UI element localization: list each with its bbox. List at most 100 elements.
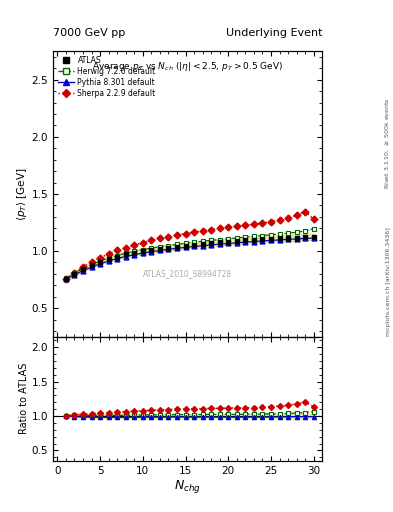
Herwig 7.2.0 default — [209, 237, 213, 243]
Sherpa 2.2.9 default — [235, 223, 239, 229]
ATLAS — [209, 240, 213, 246]
Line: Herwig 7.2.0 default: Herwig 7.2.0 default — [63, 226, 316, 281]
Pythia 8.301 default — [209, 242, 213, 248]
Legend: ATLAS, Herwig 7.2.0 default, Pythia 8.301 default, Sherpa 2.2.9 default: ATLAS, Herwig 7.2.0 default, Pythia 8.30… — [56, 54, 157, 99]
Pythia 8.301 default — [64, 276, 68, 282]
Pythia 8.301 default — [106, 258, 111, 264]
Pythia 8.301 default — [226, 241, 231, 247]
Sherpa 2.2.9 default — [303, 208, 308, 215]
Herwig 7.2.0 default — [269, 232, 274, 238]
ATLAS — [123, 251, 128, 258]
Pythia 8.301 default — [174, 245, 179, 251]
Pythia 8.301 default — [140, 250, 145, 256]
Sherpa 2.2.9 default — [64, 276, 68, 282]
Text: mcplots.cern.ch [arXiv:1306.3436]: mcplots.cern.ch [arXiv:1306.3436] — [386, 227, 391, 336]
Text: ATLAS_2010_S8994728: ATLAS_2010_S8994728 — [143, 269, 232, 279]
Herwig 7.2.0 default — [217, 237, 222, 243]
ATLAS — [98, 259, 103, 265]
ATLAS — [149, 247, 154, 253]
Sherpa 2.2.9 default — [72, 269, 77, 275]
Herwig 7.2.0 default — [89, 262, 94, 268]
Herwig 7.2.0 default — [166, 243, 171, 249]
Pythia 8.301 default — [166, 246, 171, 252]
ATLAS — [115, 253, 119, 260]
Sherpa 2.2.9 default — [149, 238, 154, 244]
Sherpa 2.2.9 default — [294, 212, 299, 218]
ATLAS — [243, 237, 248, 243]
Herwig 7.2.0 default — [81, 265, 85, 271]
ATLAS — [106, 256, 111, 262]
Herwig 7.2.0 default — [235, 235, 239, 241]
Sherpa 2.2.9 default — [183, 230, 188, 237]
Sherpa 2.2.9 default — [286, 216, 290, 222]
ATLAS — [277, 235, 282, 241]
Sherpa 2.2.9 default — [158, 236, 162, 242]
Pythia 8.301 default — [183, 244, 188, 250]
Pythia 8.301 default — [132, 251, 137, 258]
Sherpa 2.2.9 default — [174, 232, 179, 238]
Sherpa 2.2.9 default — [311, 216, 316, 222]
ATLAS — [200, 241, 205, 247]
X-axis label: $N_{chg}$: $N_{chg}$ — [174, 478, 201, 496]
Herwig 7.2.0 default — [286, 230, 290, 237]
Y-axis label: $\langle p_T \rangle$ [GeV]: $\langle p_T \rangle$ [GeV] — [15, 167, 29, 221]
Herwig 7.2.0 default — [115, 252, 119, 259]
Pythia 8.301 default — [72, 271, 77, 278]
ATLAS — [166, 245, 171, 251]
Herwig 7.2.0 default — [183, 240, 188, 246]
Pythia 8.301 default — [89, 264, 94, 270]
Sherpa 2.2.9 default — [140, 240, 145, 246]
Pythia 8.301 default — [149, 249, 154, 255]
ATLAS — [226, 239, 231, 245]
Herwig 7.2.0 default — [243, 234, 248, 240]
Pythia 8.301 default — [303, 236, 308, 242]
Pythia 8.301 default — [81, 268, 85, 274]
Line: Sherpa 2.2.9 default: Sherpa 2.2.9 default — [63, 209, 316, 282]
Herwig 7.2.0 default — [149, 245, 154, 251]
ATLAS — [235, 238, 239, 244]
Line: Pythia 8.301 default: Pythia 8.301 default — [63, 236, 316, 282]
ATLAS — [132, 250, 137, 256]
ATLAS — [269, 236, 274, 242]
Pythia 8.301 default — [260, 238, 265, 244]
ATLAS — [260, 236, 265, 242]
ATLAS — [286, 235, 290, 241]
Sherpa 2.2.9 default — [200, 228, 205, 234]
Pythia 8.301 default — [192, 243, 196, 249]
ATLAS — [294, 234, 299, 241]
Sherpa 2.2.9 default — [192, 229, 196, 236]
Text: Rivet 3.1.10, $\geq$ 500k events: Rivet 3.1.10, $\geq$ 500k events — [384, 97, 391, 189]
Pythia 8.301 default — [200, 243, 205, 249]
Sherpa 2.2.9 default — [123, 245, 128, 251]
Line: ATLAS: ATLAS — [63, 234, 316, 281]
Sherpa 2.2.9 default — [166, 233, 171, 240]
Herwig 7.2.0 default — [123, 250, 128, 257]
Sherpa 2.2.9 default — [98, 254, 103, 261]
Sherpa 2.2.9 default — [81, 264, 85, 270]
Pythia 8.301 default — [311, 235, 316, 241]
Herwig 7.2.0 default — [294, 229, 299, 236]
Text: Average $p_T$ vs $N_{ch}$ ($|\eta| < 2.5$, $p_T > 0.5$ GeV): Average $p_T$ vs $N_{ch}$ ($|\eta| < 2.5… — [92, 60, 283, 73]
Herwig 7.2.0 default — [98, 258, 103, 264]
Sherpa 2.2.9 default — [132, 242, 137, 248]
Sherpa 2.2.9 default — [217, 225, 222, 231]
Herwig 7.2.0 default — [106, 255, 111, 261]
Text: 7000 GeV pp: 7000 GeV pp — [53, 28, 125, 38]
Pythia 8.301 default — [269, 238, 274, 244]
Pythia 8.301 default — [123, 253, 128, 260]
ATLAS — [89, 262, 94, 268]
ATLAS — [311, 233, 316, 240]
Y-axis label: Ratio to ATLAS: Ratio to ATLAS — [19, 363, 29, 434]
ATLAS — [252, 237, 256, 243]
ATLAS — [217, 239, 222, 245]
Herwig 7.2.0 default — [174, 241, 179, 247]
Sherpa 2.2.9 default — [226, 224, 231, 230]
Herwig 7.2.0 default — [311, 226, 316, 232]
Herwig 7.2.0 default — [158, 244, 162, 250]
Herwig 7.2.0 default — [64, 275, 68, 281]
ATLAS — [183, 243, 188, 249]
Herwig 7.2.0 default — [226, 236, 231, 242]
Sherpa 2.2.9 default — [106, 251, 111, 257]
Pythia 8.301 default — [252, 239, 256, 245]
ATLAS — [192, 242, 196, 248]
